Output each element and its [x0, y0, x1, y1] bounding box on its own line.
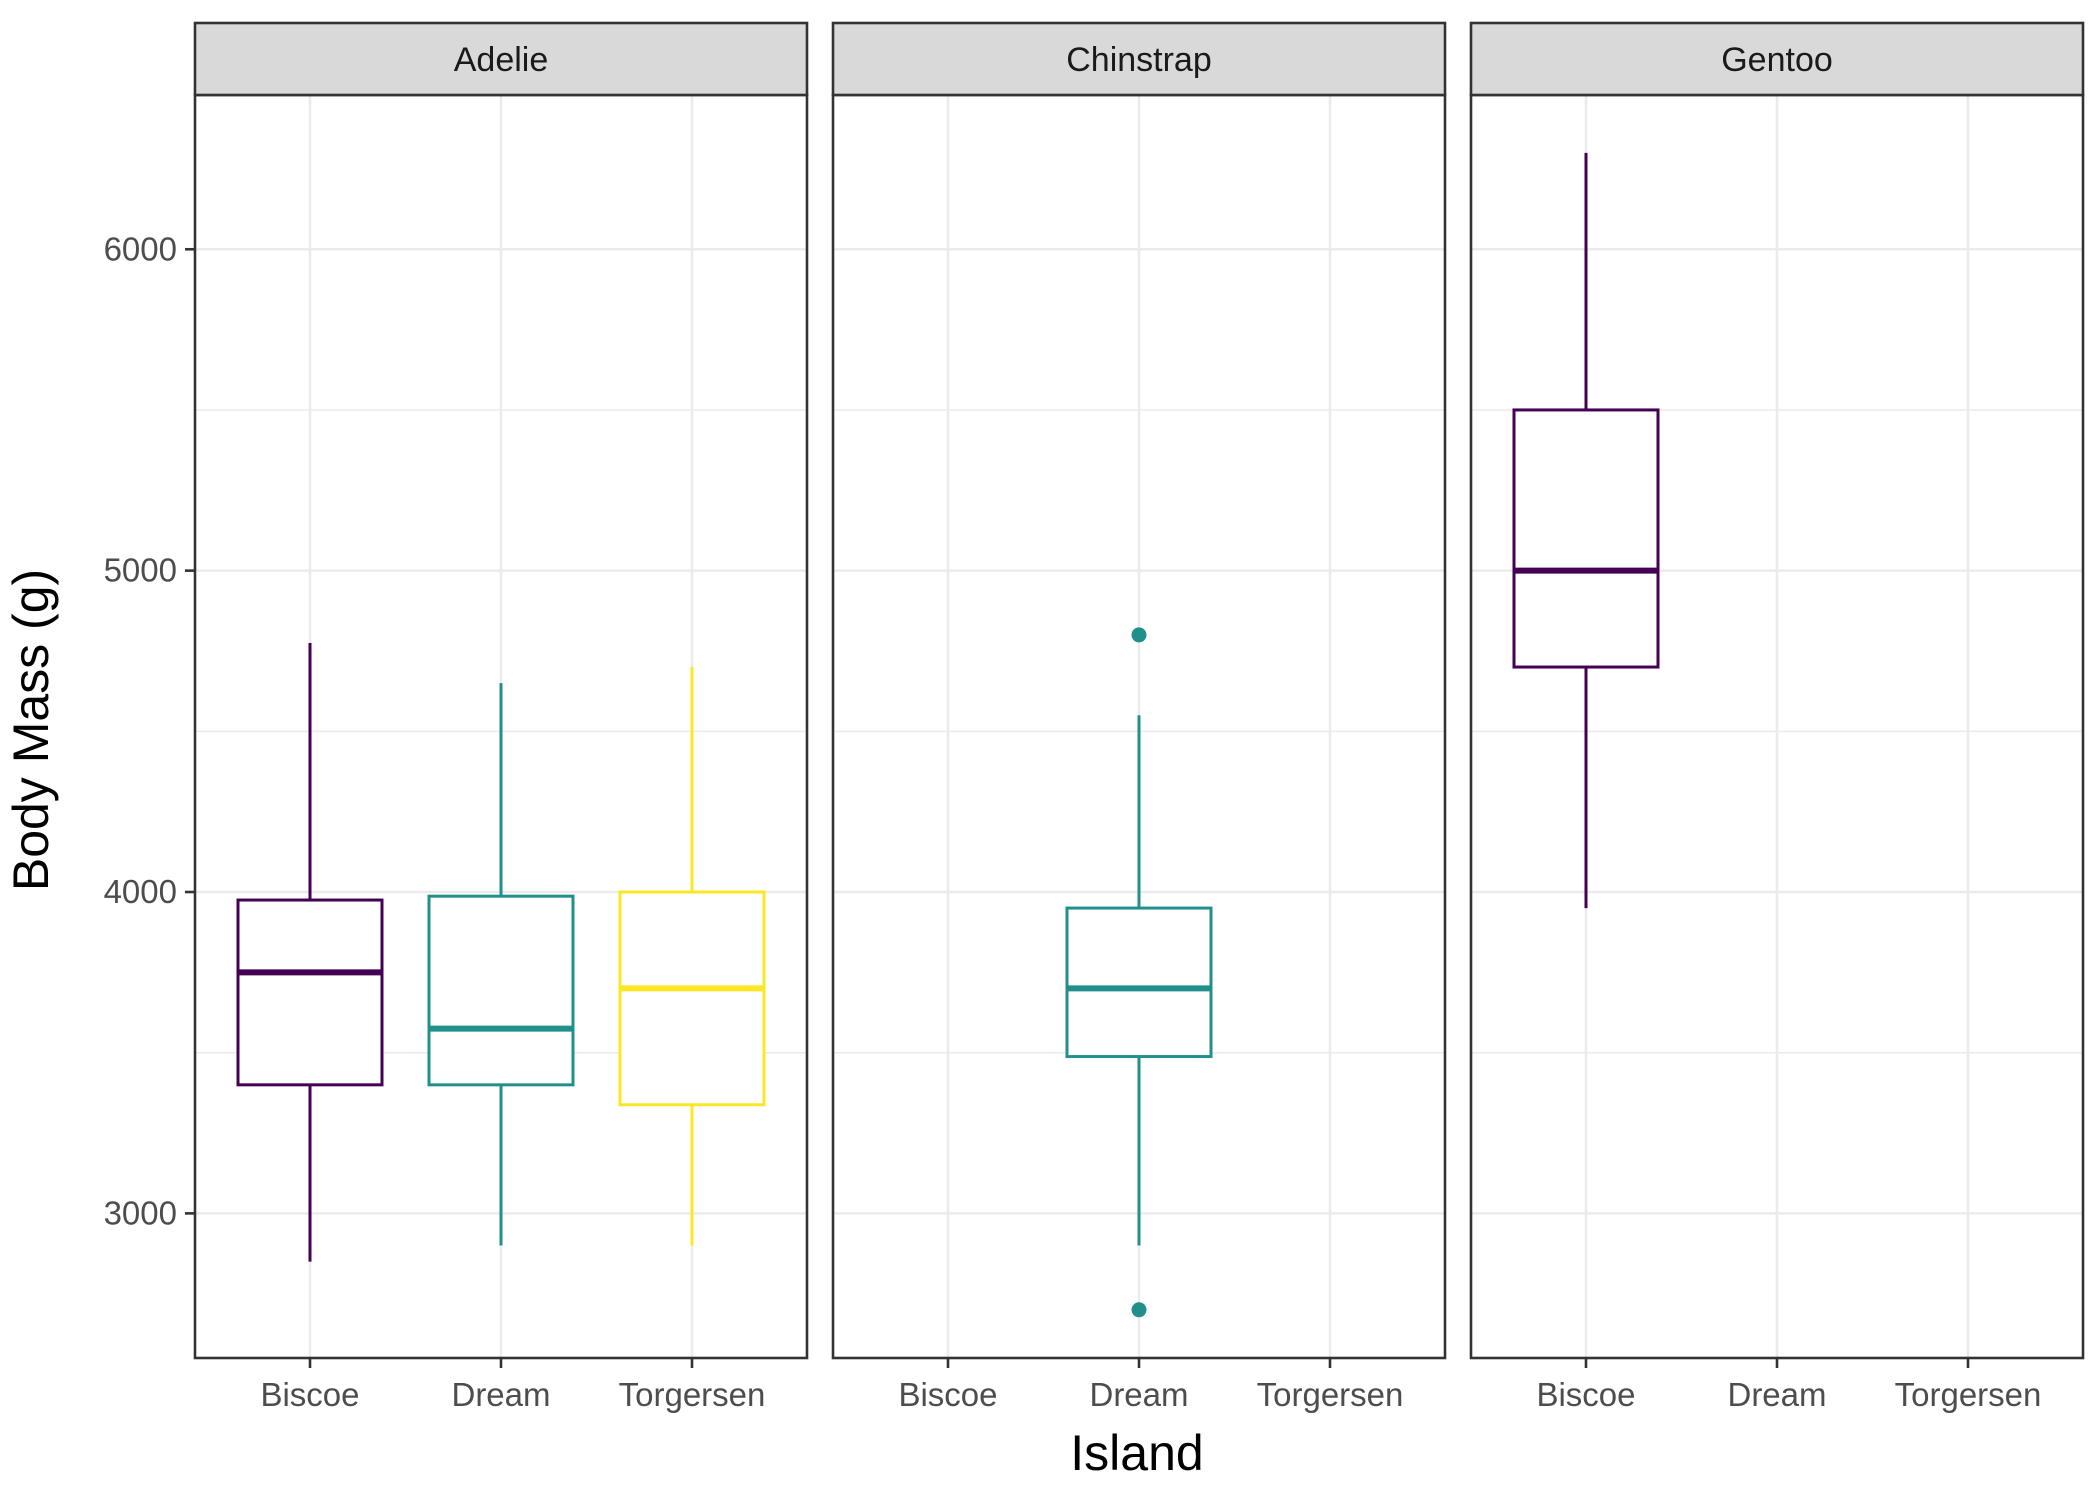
x-tick-label: Dream	[1727, 1376, 1826, 1413]
facet-strip	[193, 21, 809, 97]
facet-strip	[831, 21, 1447, 97]
facet-panel-gentoo: Gentoo Biscoe Dream Torgersen	[1469, 21, 2085, 1413]
x-axis-title: Island	[1070, 1425, 1203, 1481]
x-tick-label: Torgersen	[619, 1376, 766, 1413]
x-tick-label: Biscoe	[1536, 1376, 1635, 1413]
y-tick-label: 4000	[104, 873, 177, 910]
box-body	[618, 890, 766, 1107]
box-adelie-dream	[427, 683, 575, 1246]
box-chinstrap-dream	[1065, 627, 1213, 1318]
box-body	[236, 898, 384, 1087]
facet-strip-label: Gentoo	[1721, 41, 1833, 79]
outlier-point	[1131, 627, 1147, 643]
facet-panels: Adelie Biscoe Dream Torgersen Chinstrap Bisco…	[193, 21, 2085, 1413]
facet-panel-adelie: Adelie Biscoe Dream Torgersen	[193, 21, 809, 1413]
box-body	[427, 894, 575, 1087]
facet-panel-chinstrap: Chinstrap Biscoe Dream Torgersen	[831, 21, 1447, 1413]
x-tick-label: Biscoe	[260, 1376, 359, 1413]
facet-strip	[1469, 21, 2085, 97]
box-body	[1512, 408, 1660, 669]
facet-strip-label: Chinstrap	[1066, 41, 1212, 79]
box-adelie-biscoe	[236, 642, 384, 1262]
outlier-point	[1131, 1302, 1147, 1318]
x-tick-label: Dream	[451, 1376, 550, 1413]
y-tick-label: 5000	[104, 552, 177, 589]
y-axis-title: Body Mass (g)	[3, 569, 59, 891]
box-gentoo-biscoe	[1512, 152, 1660, 909]
y-axis: 3000 4000 5000 6000	[104, 230, 195, 1231]
box-adelie-torgersen	[618, 667, 766, 1246]
x-tick-label: Dream	[1089, 1376, 1188, 1413]
y-tick-label: 3000	[104, 1194, 177, 1231]
y-tick-label: 6000	[104, 230, 177, 267]
x-tick-label: Torgersen	[1895, 1376, 2042, 1413]
box-body	[1065, 906, 1213, 1059]
facet-strip-label: Adelie	[454, 41, 549, 79]
x-tick-label: Biscoe	[898, 1376, 997, 1413]
x-tick-label: Torgersen	[1257, 1376, 1404, 1413]
